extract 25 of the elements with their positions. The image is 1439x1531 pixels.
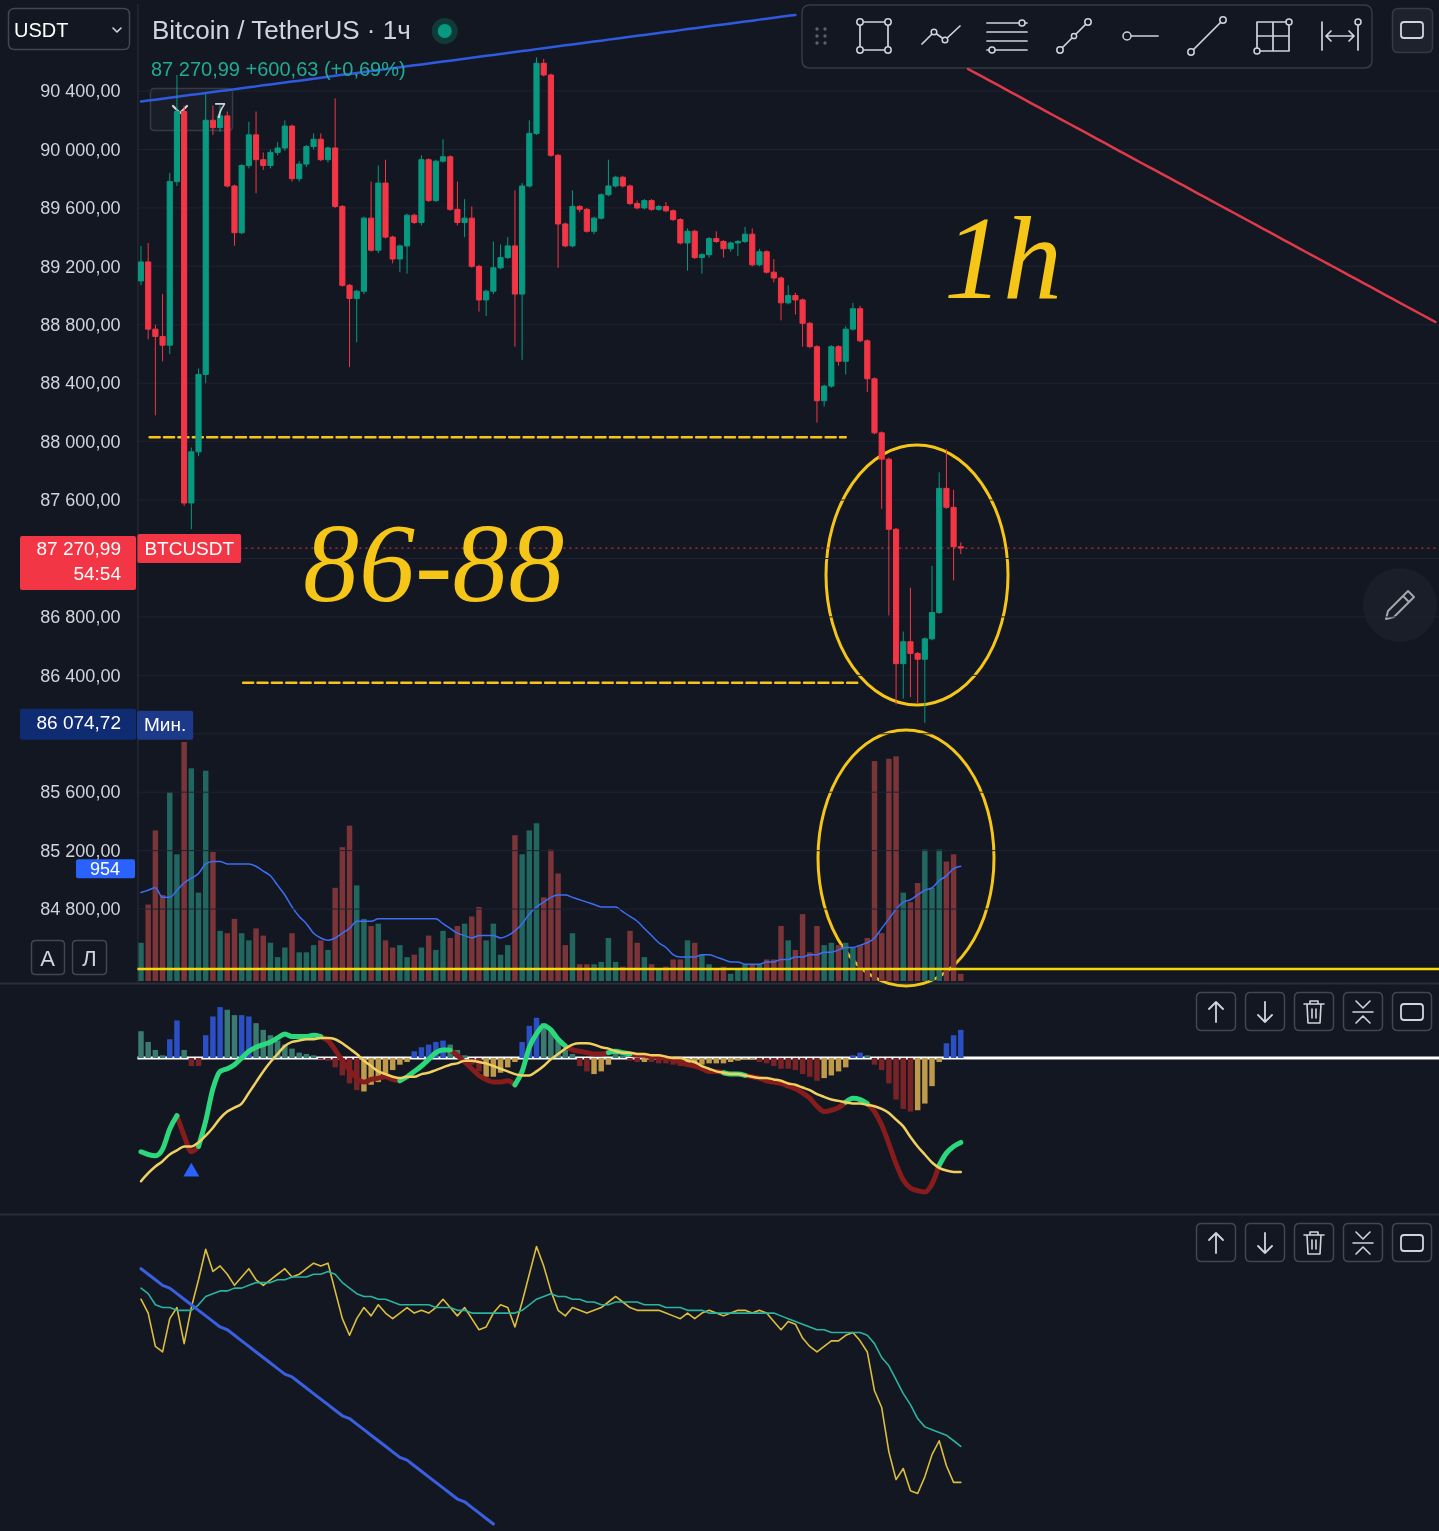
ref-line-label: BTCUSDT xyxy=(144,537,235,559)
y-tick-label: 88 800,00 xyxy=(40,315,121,336)
text: USDT xyxy=(14,19,69,41)
y-tick-label: 85 200,00 xyxy=(40,840,121,861)
annotation: 1h xyxy=(944,193,1062,324)
text: 54:54 xyxy=(73,562,122,584)
y-tick-label: 86 400,00 xyxy=(40,665,121,686)
y-tick-label: 88 400,00 xyxy=(40,373,121,394)
text: А xyxy=(40,945,56,971)
annotation: 86-88 xyxy=(303,501,565,625)
text: 87 270,99 xyxy=(36,537,121,559)
y-tick-label: 85 600,00 xyxy=(40,782,121,803)
y-tick-label: 89 200,00 xyxy=(40,256,121,277)
y-tick-label: 90 000,00 xyxy=(40,139,121,160)
annotation: 7 xyxy=(213,97,227,123)
y-tick-label: 87 600,00 xyxy=(40,490,121,511)
y-tick-label: 88 000,00 xyxy=(40,431,121,452)
y-tick-label: 84 800,00 xyxy=(40,899,121,920)
y-tick-label: 90 400,00 xyxy=(40,81,121,102)
y-tick-label: 89 600,00 xyxy=(40,198,121,219)
annotation: Мин. xyxy=(144,714,187,736)
y-tick-label: 86 800,00 xyxy=(40,607,121,628)
text: Л xyxy=(82,945,97,971)
text: Bitcoin / TetherUS · 1ч xyxy=(152,15,411,45)
text: 86 074,72 xyxy=(36,712,121,734)
